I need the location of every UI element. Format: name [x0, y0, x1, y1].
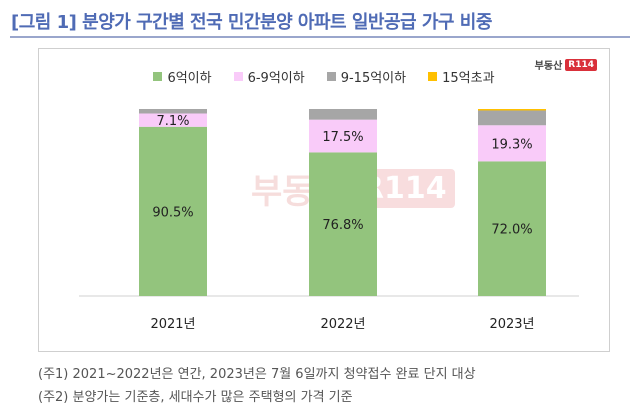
data-label: 72.0% — [491, 223, 532, 238]
legend-item-6억이하: 6억이하 — [153, 67, 212, 86]
chart-legend: 6억이하 6-9억이하 9-15억이하 15억초과 — [39, 67, 609, 86]
page-title: [그림 1] 분양가 구간별 전국 민간분양 아파트 일반공급 가구 비중 — [11, 12, 492, 33]
brand-logo-badge: R114 — [565, 58, 597, 71]
bar-15억초과-2023년 — [478, 109, 546, 111]
bar-9-15억이하-2023년 — [478, 110, 546, 126]
chart-panel: 부동산 R114 부동산 R114 6억이하 6-9억이하 9-15억이하 15… — [38, 48, 610, 352]
legend-swatch — [153, 72, 163, 81]
bar-9-15억이하-2022년 — [309, 109, 377, 120]
footnote-1: (주1) 2021~2022년은 연간, 2023년은 7월 6일까지 청약접수… — [38, 367, 476, 382]
legend-swatch — [326, 72, 336, 81]
brand-logo-text: 부동산 — [534, 61, 563, 72]
bar-6-9억이하-2021년 — [139, 113, 207, 127]
bar-9-15억이하-2021년 — [139, 109, 207, 114]
bar-6-9억이하-2023년 — [478, 125, 546, 162]
footnote-2: (주2) 분양가는 기준층, 세대수가 많은 주택형의 가격 기준 — [38, 390, 353, 405]
legend-label: 9-15억이하 — [340, 71, 407, 86]
bar-6억이하-2023년 — [478, 161, 546, 296]
bar-6-9억이하-2022년 — [309, 119, 377, 153]
stacked-bar-chart: 90.5% 7.1% 2021년 76.8% 17.5% 2022년 72.0% 19.3% 2… — [79, 109, 579, 332]
x-tick-label: 2022년 — [320, 317, 365, 332]
legend-label: 6-9억이하 — [247, 71, 305, 86]
legend-item-9-15억이하: 9-15억이하 — [326, 67, 407, 86]
data-label: 76.8% — [322, 218, 363, 233]
x-tick-label: 2023년 — [489, 317, 534, 332]
legend-swatch — [428, 72, 438, 81]
data-label: 19.3% — [491, 137, 532, 152]
title-divider — [10, 36, 630, 38]
bar-6억이하-2021년 — [139, 126, 207, 296]
footnotes: (주1) 2021~2022년은 연간, 2023년은 7월 6일까지 청약접수… — [38, 363, 476, 409]
brand-logo: 부동산 R114 — [535, 57, 597, 72]
legend-label: 6억이하 — [167, 71, 212, 86]
legend-item-6-9억이하: 6-9억이하 — [233, 67, 305, 86]
legend-swatch — [233, 72, 243, 81]
data-label: 90.5% — [152, 205, 193, 220]
x-tick-label: 2021년 — [150, 317, 195, 332]
bar-6억이하-2022년 — [309, 152, 377, 296]
data-label: 17.5% — [322, 130, 363, 145]
legend-item-15억초과: 15억초과 — [428, 67, 495, 86]
legend-label: 15억초과 — [442, 71, 495, 86]
data-label: 7.1% — [156, 114, 189, 129]
